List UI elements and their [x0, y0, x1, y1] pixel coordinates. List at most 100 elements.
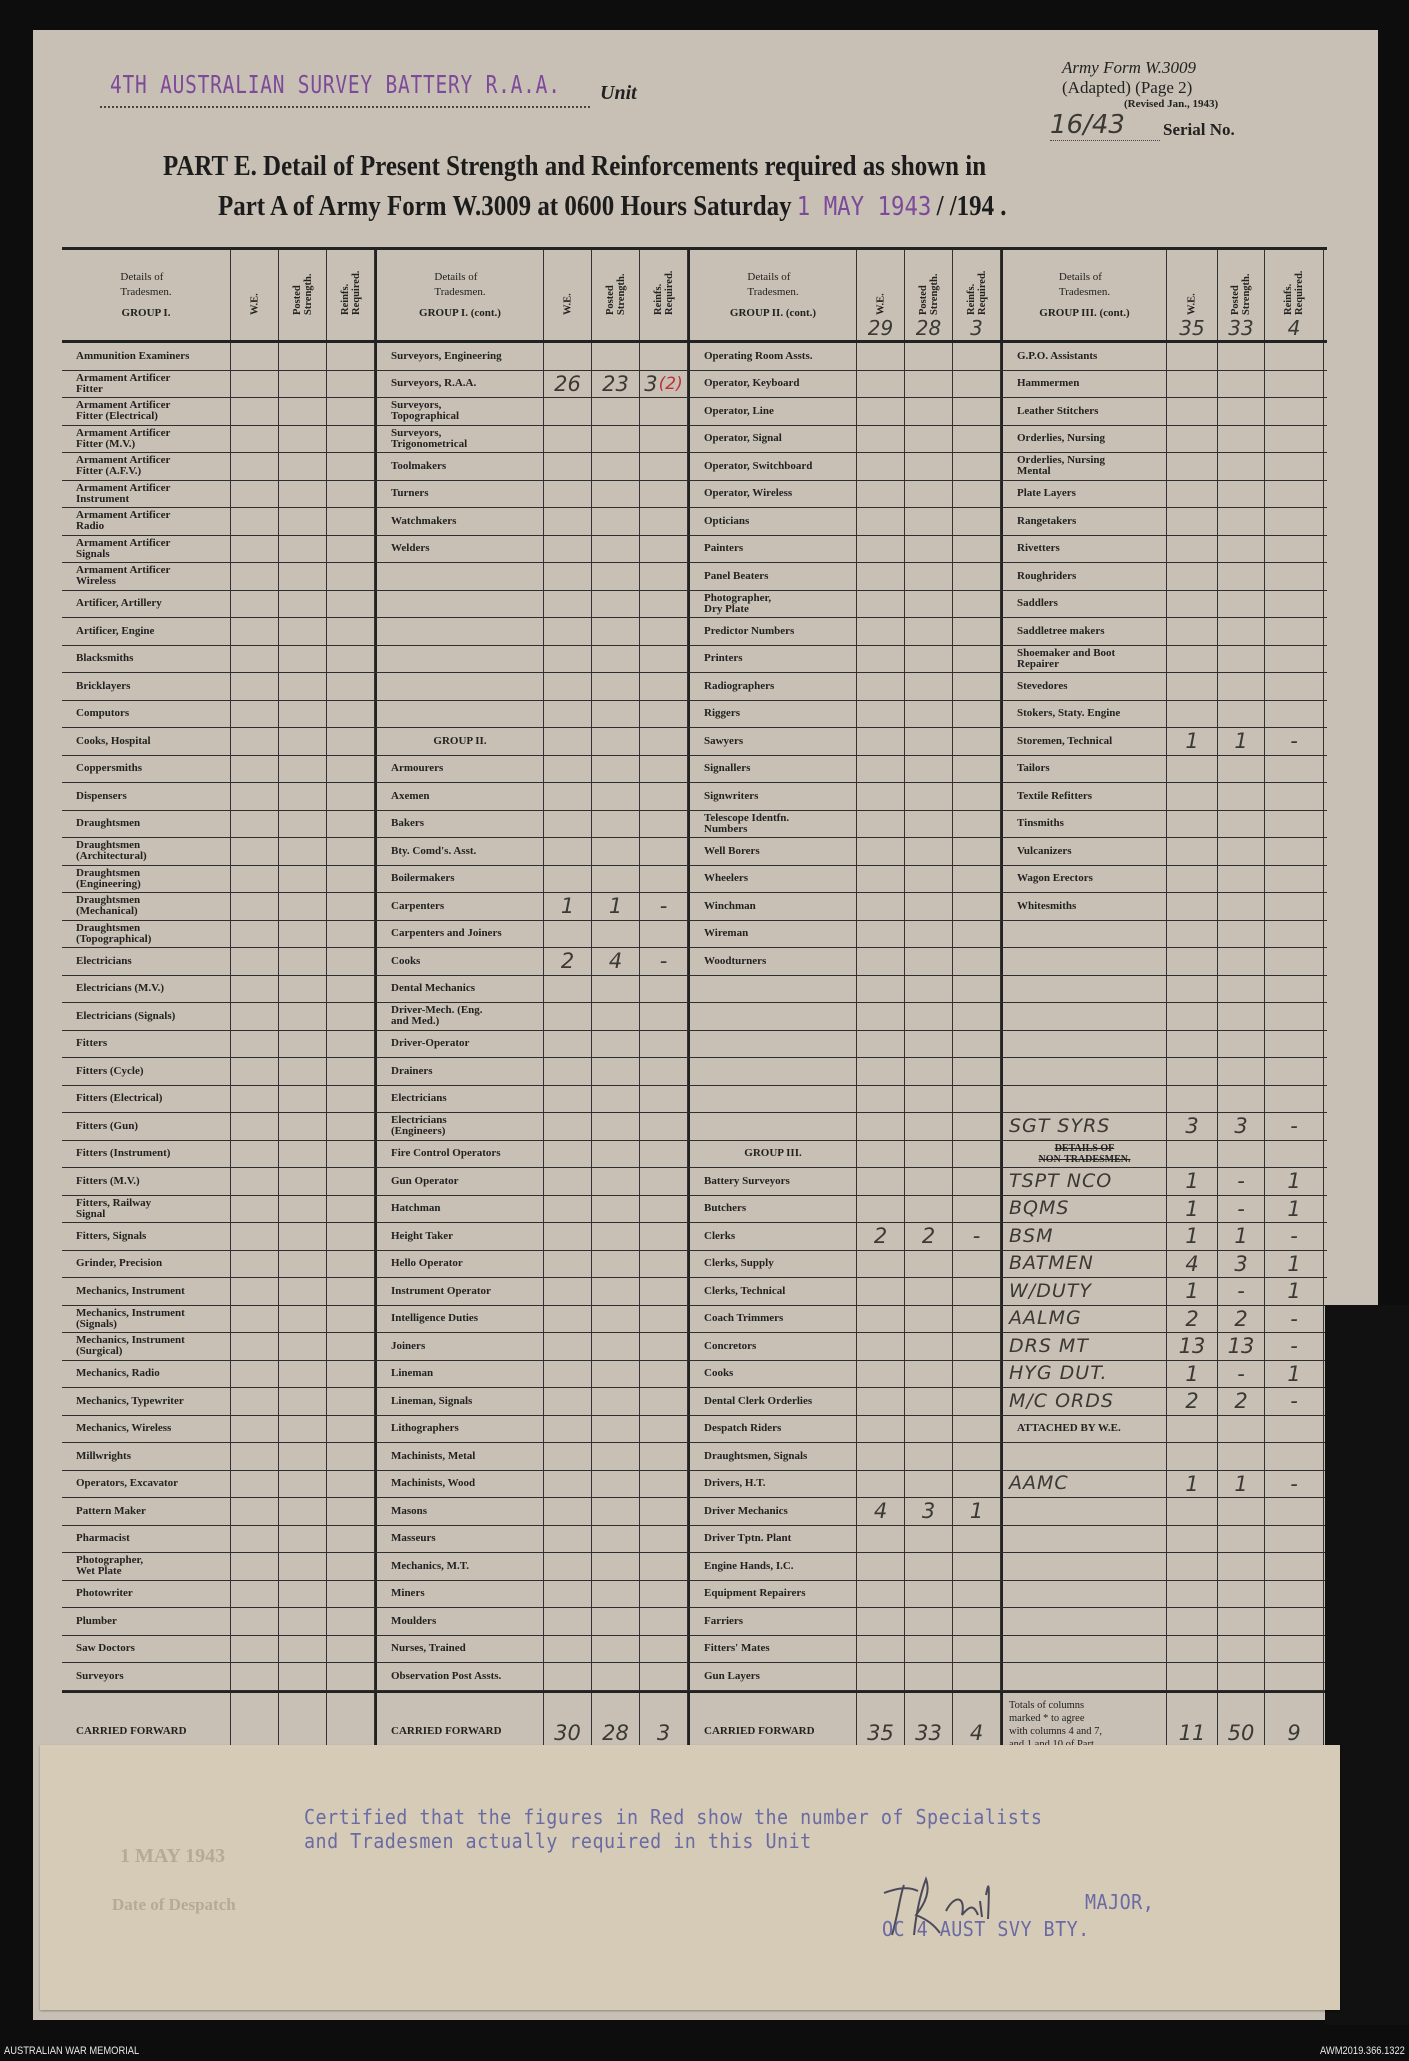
trade-we-value [544, 755, 592, 782]
column-header-we: W.E. 35 [1167, 250, 1218, 340]
trade-posted-value [905, 1360, 953, 1387]
we-header-label: W.E. [562, 293, 573, 315]
trade-label: Farriers [688, 1608, 857, 1635]
reinfs-value: 3 [644, 371, 658, 396]
trade-label: Wireman [688, 920, 857, 947]
trade-posted-value [1218, 920, 1265, 947]
trade-label: Photowriter [62, 1580, 231, 1607]
header-handwritten-we: 35 [1179, 316, 1205, 340]
trade-label [1001, 1635, 1167, 1662]
trade-reinfs-value [1265, 535, 1324, 562]
trade-reinfs-value [640, 1635, 688, 1662]
trade-posted-value [279, 425, 327, 452]
trade-reinfs-value: 1 [1265, 1360, 1324, 1387]
ghost-date-label: Date of Despatch [112, 1895, 236, 1914]
trade-we-value [1167, 343, 1218, 370]
trade-label: Sawyers [688, 728, 857, 755]
table-row: Armament Artificer Fitter (Electrical) Su… [62, 398, 1327, 426]
trade-label: Electricians [375, 1085, 544, 1112]
table-row: Fitters (Instrument) Fire Control Operato… [62, 1140, 1327, 1168]
trade-we-value [857, 673, 905, 700]
trade-label: Panel Beaters [688, 563, 857, 590]
trade-we-value: 1 [1167, 728, 1218, 755]
trade-label [1001, 1525, 1167, 1552]
trade-posted-value [279, 893, 327, 920]
trade-posted-value [279, 1443, 327, 1470]
trade-label: Despatch Riders [688, 1415, 857, 1442]
trade-posted-value [279, 1635, 327, 1662]
trade-label: Wagon Erectors [1001, 865, 1167, 892]
trade-label: G.P.O. Assistants [1001, 343, 1167, 370]
trade-posted-value [592, 1525, 640, 1552]
trade-we-value: 3 [1167, 1113, 1218, 1140]
trade-label: Blacksmiths [62, 645, 231, 672]
we-header-label: W.E. [1186, 293, 1198, 315]
trade-we-value [1167, 1443, 1218, 1470]
trade-reinfs-value [640, 700, 688, 727]
trade-reinfs-value [640, 1085, 688, 1112]
trade-label [1001, 1608, 1167, 1635]
carried-forward-posted [279, 1692, 327, 1770]
trade-label: Gun Layers [688, 1663, 857, 1690]
trade-we-value [544, 425, 592, 452]
trade-posted-value [1218, 618, 1265, 645]
trade-label: Machinists, Metal [375, 1443, 544, 1470]
trade-we-value [231, 975, 279, 1002]
trade-posted-value [279, 1250, 327, 1277]
trade-label: Rivetters [1001, 535, 1167, 562]
trade-label: Signwriters [688, 783, 857, 810]
group-title: GROUP I. (cont.) [419, 306, 501, 319]
trade-reinfs-value [1265, 1140, 1324, 1167]
trade-we-value [231, 1498, 279, 1525]
trade-we-value [857, 700, 905, 727]
trade-reinfs-value [640, 1415, 688, 1442]
trade-reinfs-value [1265, 1085, 1324, 1112]
trade-reinfs-value [1265, 1525, 1324, 1552]
trade-reinfs-value [327, 1470, 375, 1497]
table-row: Draughtsmen (Architectural) Bty. Comd's. … [62, 838, 1327, 866]
trade-reinfs-value [953, 1608, 1001, 1635]
unit-dotted-line [100, 106, 590, 108]
trade-we-value [544, 810, 592, 837]
trade-we-value [857, 535, 905, 562]
trade-posted-value [905, 1525, 953, 1552]
trade-reinfs-value [953, 535, 1001, 562]
trade-label: Millwrights [62, 1443, 231, 1470]
trade-reinfs-value [327, 1415, 375, 1442]
table-row: Draughtsmen (Mechanical) Carpenters 1 1- Win… [62, 893, 1327, 921]
trade-posted-value [905, 535, 953, 562]
trade-we-value [544, 1278, 592, 1305]
trade-posted-value: - [1218, 1195, 1265, 1222]
trade-posted-value [905, 508, 953, 535]
trade-reinfs-value [327, 645, 375, 672]
trade-we-value [544, 343, 592, 370]
trade-label: Operator, Signal [688, 425, 857, 452]
trade-reinfs-value [953, 398, 1001, 425]
trade-reinfs-value [640, 810, 688, 837]
trade-we-value [544, 1003, 592, 1030]
trade-reinfs-value [1265, 618, 1324, 645]
trade-posted-value [592, 425, 640, 452]
trade-label: TSPT NCO [1001, 1168, 1167, 1195]
trade-reinfs-value [953, 1415, 1001, 1442]
trade-reinfs-value [327, 1140, 375, 1167]
trade-reinfs-value [327, 343, 375, 370]
trade-posted-value [279, 370, 327, 397]
trade-label: Well Borers [688, 838, 857, 865]
table-row: Pattern Maker Masons Driver Mechanics 4 3 1 [62, 1498, 1327, 1526]
trade-posted-value [279, 480, 327, 507]
trade-we-value: 1 [1167, 1470, 1218, 1497]
table-row: Pharmacist Masseurs Driver Tptn. Plant [62, 1525, 1327, 1553]
trade-posted-value [592, 1470, 640, 1497]
trade-label [688, 1113, 857, 1140]
trade-reinfs-value [953, 1140, 1001, 1167]
trade-posted-value [1218, 810, 1265, 837]
trade-posted-value [1218, 1580, 1265, 1607]
trade-posted-value [905, 1470, 953, 1497]
trade-label: Ammunition Examiners [62, 343, 231, 370]
trade-we-value [231, 1443, 279, 1470]
trade-we-value [231, 1278, 279, 1305]
trade-we-value [1167, 398, 1218, 425]
signatory-rank: MAJOR, [1085, 1890, 1155, 1914]
trade-label: Intelligence Duties [375, 1305, 544, 1332]
